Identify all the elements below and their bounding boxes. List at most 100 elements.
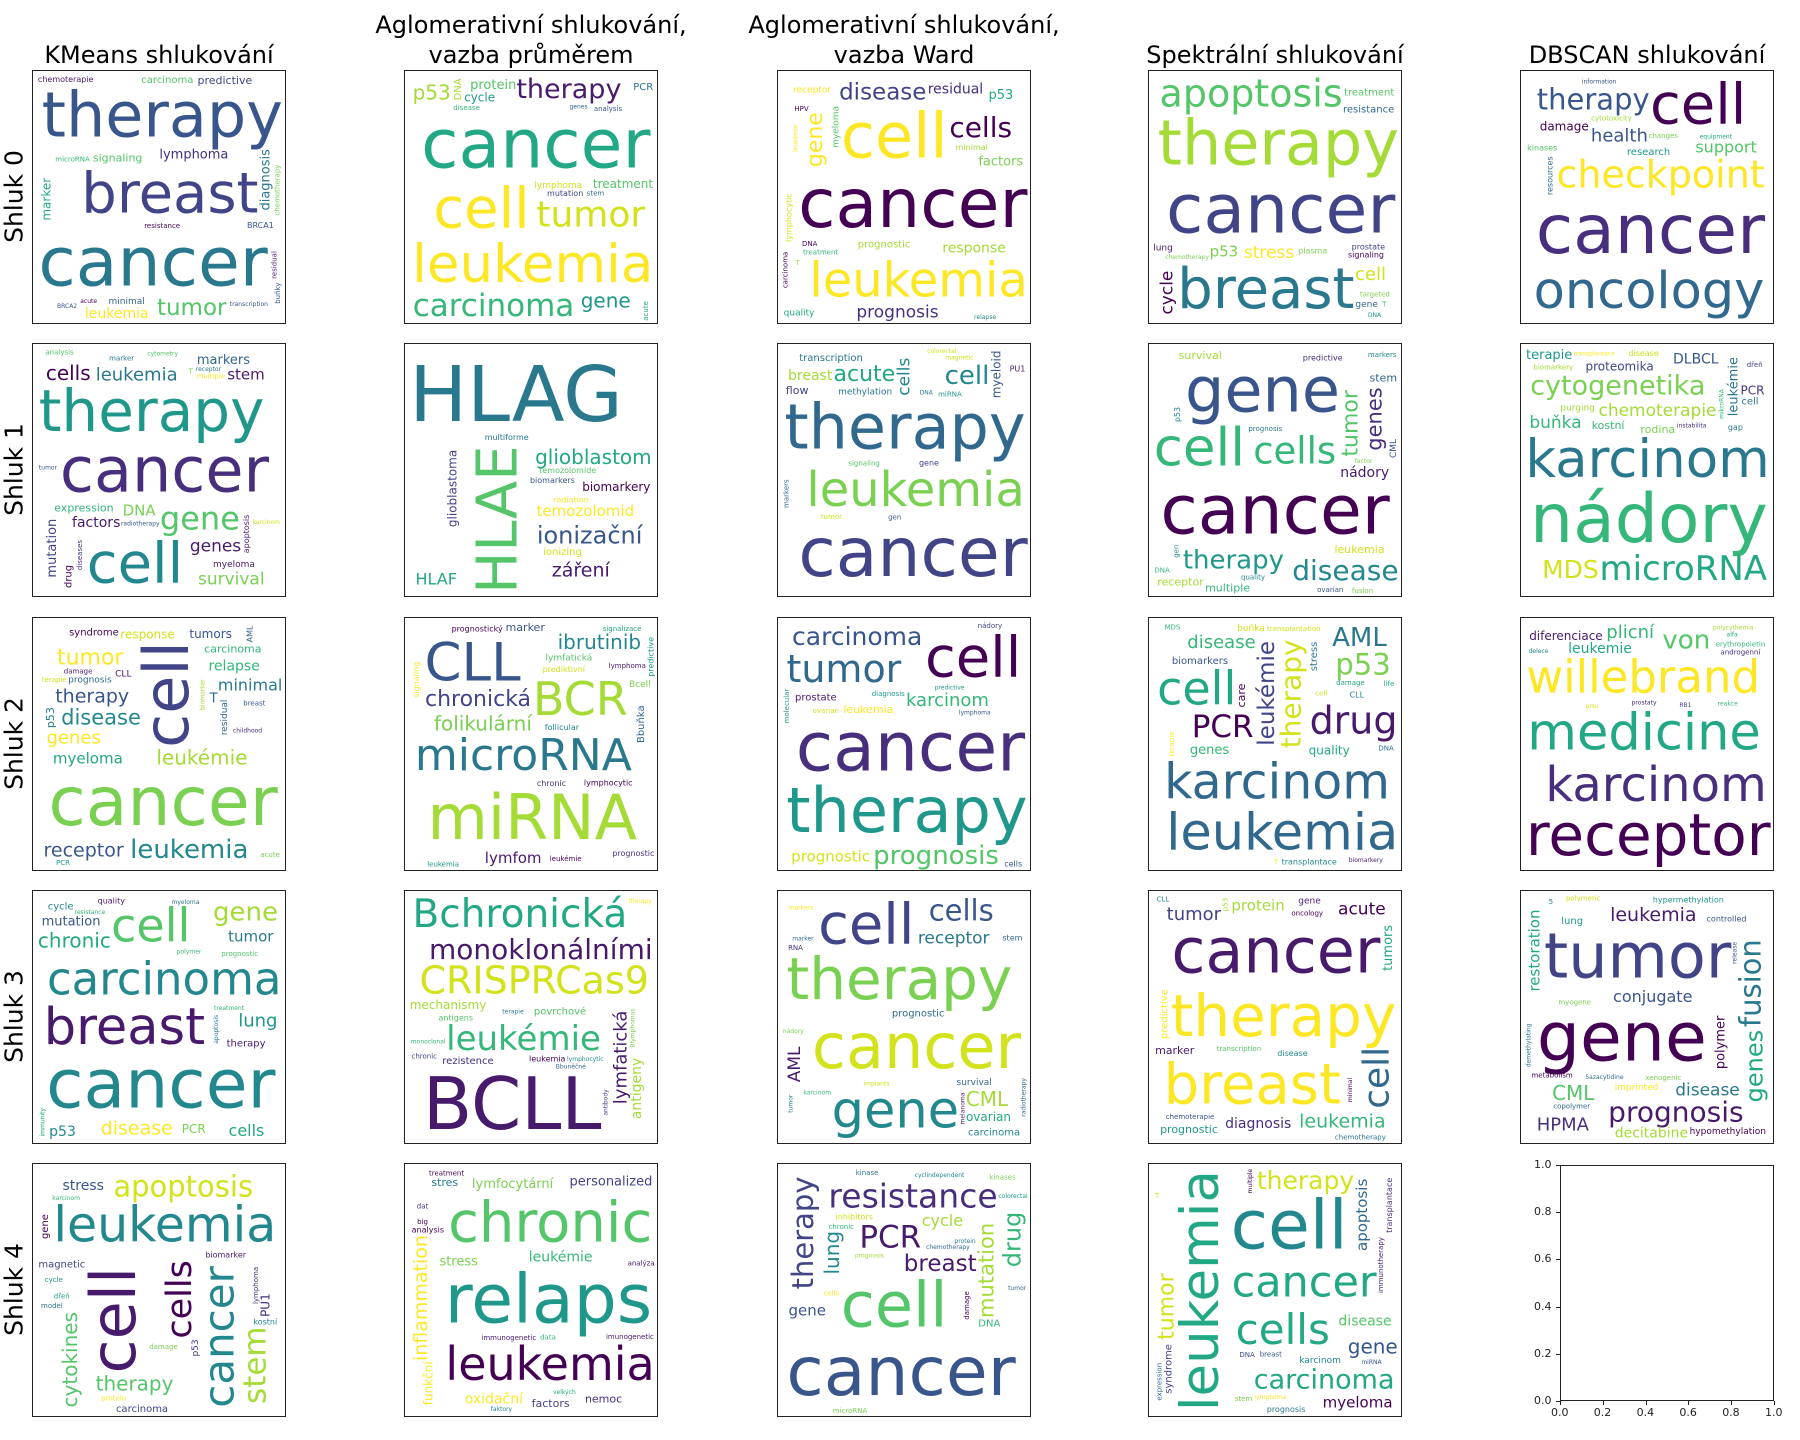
wordcloud-word: tumor — [57, 645, 124, 670]
wordcloud-word: equipment — [1700, 133, 1733, 140]
wordcloud-word: carcinoma — [792, 622, 922, 651]
wordcloud-word: predictive — [1303, 354, 1343, 363]
wordcloud-word: tumor — [39, 464, 58, 471]
wordcloud-word: prognosis — [1608, 1095, 1743, 1128]
wordcloud-word: microRNA — [55, 155, 90, 163]
wordcloud-word: flow — [786, 384, 809, 397]
wordcloud-word: carcinoma — [968, 1127, 1020, 1138]
wordcloud-word: cycle — [48, 901, 74, 912]
wordcloud-word: myeloid — [990, 350, 1004, 398]
wordcloud-word: genes — [570, 103, 588, 110]
wordcloud-word: reakce — [1718, 700, 1738, 707]
wordcloud-word: relapse — [974, 314, 996, 321]
wordcloud-word: minimal — [108, 297, 144, 307]
wordcloud-word: microRNA — [415, 730, 632, 781]
wordcloud-word: cytogenetika — [1530, 370, 1705, 401]
wordcloud-word: radiotherapy — [121, 520, 160, 527]
wordcloud-word: kostní — [1592, 419, 1626, 432]
empty-axes — [1560, 1165, 1774, 1401]
wordcloud-word: lymphoma — [534, 181, 582, 191]
wordcloud-word: radiotherapy — [1021, 1078, 1028, 1117]
wordcloud-word: myeloma — [832, 106, 842, 148]
wordcloud-word: cell — [945, 361, 990, 391]
wordcloud-word: chemotherapy — [274, 165, 282, 216]
wordcloud-word: kostní — [253, 1317, 278, 1326]
wordcloud-panel-r1-c1: HLAG HLAE HLAF glioblastom biomarkery ionizač… — [404, 343, 658, 597]
wordcloud-word: magnetic — [945, 355, 973, 362]
wordcloud-word: microRNA — [833, 1407, 868, 1415]
wordcloud-word: transplantation — [1267, 625, 1321, 633]
wordcloud-word: disease — [1628, 349, 1658, 358]
wordcloud-word: therapy — [786, 774, 1027, 847]
wordcloud-word: minimal — [956, 143, 988, 152]
wordcloud-word: mutation — [547, 189, 583, 198]
wordcloud-word: ionizační — [537, 521, 644, 549]
wordcloud-word: p53 — [1335, 648, 1390, 682]
wordcloud-word: stem — [587, 189, 605, 197]
y-tick-mark — [1556, 1259, 1560, 1261]
wordcloud-word: breast — [81, 162, 258, 227]
wordcloud-panel-r0-c1: cancer leukemia cell therapy tumor gene carcin… — [404, 70, 658, 324]
wordcloud-word: cancer — [194, 1265, 243, 1407]
wordcloud-word: cell — [1154, 418, 1245, 479]
y-tick-mark — [1556, 1401, 1560, 1402]
wordcloud-word: terapie — [1526, 348, 1572, 363]
wordcloud-word: glioblastoma — [445, 450, 459, 527]
wordcloud-word: signaling — [848, 460, 880, 468]
wordcloud-word: disease — [101, 1117, 173, 1139]
wordcloud-word: childhood — [233, 728, 262, 735]
wordcloud-word: leukémie — [1254, 641, 1280, 746]
wordcloud-word: gene — [40, 1214, 51, 1239]
wordcloud-word: chronic — [537, 779, 566, 788]
wordcloud-word: biomarkers — [1172, 656, 1228, 667]
wordcloud-word: instabilita — [1677, 423, 1707, 430]
column-title-1: Aglomerativní shlukování, vazba průměrem — [331, 10, 731, 70]
wordcloud-word: rezistence — [442, 1056, 493, 1067]
y-tick-mark — [1556, 1306, 1560, 1308]
wordcloud-word: cancer — [48, 763, 277, 842]
wordcloud-word: prostaty — [1632, 700, 1657, 707]
wordcloud-word: lymphoma — [252, 1267, 260, 1304]
wordcloud-word: chronická — [425, 687, 531, 712]
wordcloud-word: carcinoma — [47, 952, 282, 1005]
wordcloud-panel-r3-c0: cancer carcinoma breast cell cells tumor disea… — [32, 890, 286, 1144]
wordcloud-word: folikulární — [434, 711, 533, 735]
wordcloud-word: gen — [888, 513, 901, 521]
x-tick-label: 0.6 — [1679, 1406, 1697, 1419]
wordcloud-panel-r3-c4: gene tumor genes fusion prognosis leukemia con… — [1520, 890, 1774, 1144]
wordcloud-word: cells — [824, 1290, 840, 1298]
wordcloud-word: relaps — [445, 1260, 652, 1339]
wordcloud-word: karcinom — [1525, 429, 1769, 490]
wordcloud-word: lung — [820, 1231, 844, 1275]
wordcloud-word: cancer — [46, 1045, 275, 1124]
wordcloud-word: DNA — [1368, 312, 1382, 319]
wordcloud-word: gen — [1172, 545, 1180, 558]
wordcloud-word: kinases — [989, 1174, 1016, 1182]
wordcloud-word: leukemia — [809, 253, 1027, 309]
wordcloud-panel-r3-c3: therapy cancer breast leukemia cell tumor prot… — [1148, 890, 1402, 1144]
wordcloud-word: gene — [832, 1082, 959, 1141]
wordcloud-svg: relaps inflammation chronic leukemia lymfocy… — [410, 1170, 655, 1414]
wordcloud-word: cells — [894, 358, 914, 396]
wordcloud-word: BCR — [533, 672, 628, 726]
wordcloud-word: breast — [1177, 257, 1354, 322]
wordcloud-word: mutation — [42, 915, 101, 930]
wordcloud-word: marker — [792, 935, 814, 942]
wordcloud-word: cancer — [812, 1010, 1022, 1083]
wordcloud-panel-r0-c4: cancer checkpoint cell oncology health therap… — [1520, 70, 1774, 324]
wordcloud-word: gap — [1728, 423, 1743, 432]
wordcloud-word: miRNA — [1361, 1359, 1382, 1366]
wordcloud-word: receptor — [793, 86, 831, 96]
wordcloud-word: miRNA — [427, 781, 637, 854]
wordcloud-word: genes — [190, 536, 241, 556]
wordcloud-word: polymer — [1713, 1015, 1728, 1069]
wordcloud-word: cell — [1355, 264, 1386, 285]
wordcloud-svg: cancer therapy breast leukemia lymphoma micro… — [38, 74, 283, 322]
wordcloud-word: multiple — [196, 373, 225, 381]
